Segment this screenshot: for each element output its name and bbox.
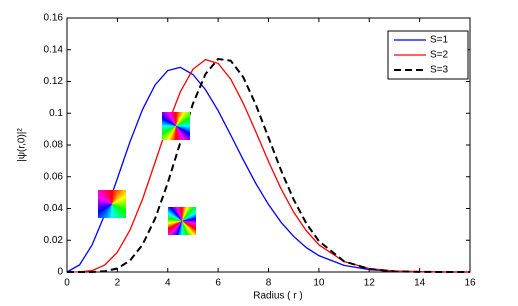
data-line bbox=[66, 66, 470, 273]
x-axis-label: Radius ( r ) bbox=[253, 291, 302, 302]
legend-label: S=1 bbox=[430, 35, 449, 46]
x-tick-label: 16 bbox=[464, 278, 476, 289]
x-tick-label: 4 bbox=[165, 278, 171, 289]
y-axis-label: |ψ(r,0)|² bbox=[17, 128, 28, 162]
y-tick-label: 0 bbox=[57, 267, 63, 278]
y-tick-label: 0.04 bbox=[44, 203, 64, 214]
x-tick-label: 2 bbox=[115, 278, 121, 289]
legend-label: S=2 bbox=[430, 50, 449, 61]
vortex-icon bbox=[168, 207, 196, 235]
x-tick-label: 10 bbox=[313, 278, 325, 289]
x-tick-label: 6 bbox=[215, 278, 221, 289]
y-tick-label: 0.08 bbox=[44, 140, 64, 151]
vortex-icon bbox=[162, 112, 190, 140]
y-tick-label: 0.16 bbox=[44, 13, 64, 24]
x-tick-label: 14 bbox=[414, 278, 426, 289]
y-tick-label: 0.14 bbox=[44, 44, 64, 55]
y-tick-label: 0.06 bbox=[44, 171, 64, 182]
data-line bbox=[67, 57, 470, 273]
vortex-icon bbox=[98, 190, 126, 218]
x-tick-label: 0 bbox=[64, 278, 70, 289]
x-tick-label: 8 bbox=[266, 278, 272, 289]
y-tick-label: 0.02 bbox=[44, 235, 64, 246]
legend-label: S=3 bbox=[430, 65, 449, 76]
y-tick-label: 0.12 bbox=[44, 76, 64, 87]
y-tick-label: 0.1 bbox=[49, 108, 63, 119]
x-tick-label: 12 bbox=[364, 278, 376, 289]
